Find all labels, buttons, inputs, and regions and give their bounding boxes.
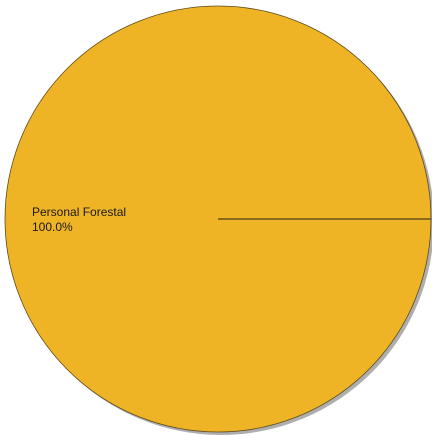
slice-label-name: Personal Forestal — [32, 205, 126, 219]
slice-label-percent: 100.0% — [32, 220, 73, 234]
pie-slices — [4, 5, 432, 435]
